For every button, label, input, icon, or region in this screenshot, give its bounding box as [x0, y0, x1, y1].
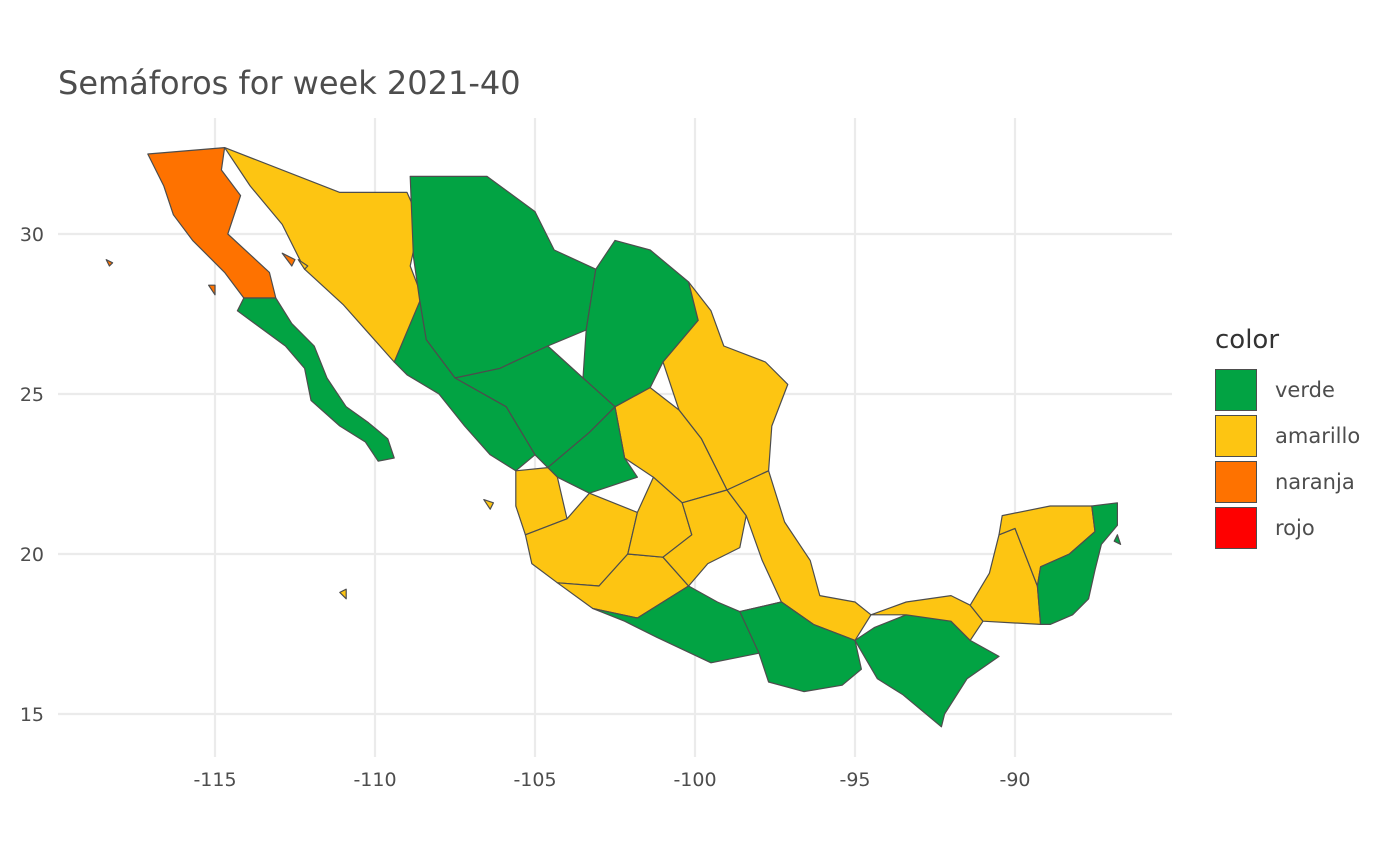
- state-region-verde: [236, 297, 395, 462]
- y-tick-label: 25: [20, 384, 44, 406]
- legend-item-verde: verde: [1215, 368, 1335, 412]
- legend-label-naranja: naranja: [1275, 470, 1355, 494]
- x-tick-label: -95: [839, 769, 870, 791]
- legend-label-verde: verde: [1275, 378, 1335, 402]
- x-tick-label: -105: [513, 769, 556, 791]
- x-tick-label: -115: [193, 769, 236, 791]
- state-region-verde: [854, 614, 1000, 728]
- y-tick-label: 15: [20, 704, 44, 726]
- legend-item-amarillo: amarillo: [1215, 414, 1360, 458]
- legend-item-rojo: rojo: [1215, 506, 1315, 550]
- state-region-amarillo: [224, 147, 427, 363]
- legend-label-rojo: rojo: [1275, 516, 1315, 540]
- map-title: Semáforos for week 2021-40: [58, 64, 521, 102]
- legend-key-amarillo: [1215, 415, 1257, 457]
- legend-item-naranja: naranja: [1215, 460, 1355, 504]
- state-region-verde: [547, 406, 639, 494]
- state-region-verde: [739, 601, 863, 693]
- x-tick-label: -90: [999, 769, 1030, 791]
- y-tick-label: 30: [20, 224, 44, 246]
- state-region-naranja: [281, 252, 296, 267]
- state-region-verde: [409, 175, 597, 379]
- state-region-amarillo: [297, 259, 309, 270]
- x-tick-label: -110: [353, 769, 396, 791]
- x-tick-label: -100: [673, 769, 716, 791]
- state-region-verde: [1113, 534, 1122, 546]
- state-region-verde: [1036, 502, 1119, 626]
- legend-title: color: [1215, 325, 1280, 355]
- legend-key-rojo: [1215, 507, 1257, 549]
- axis-tick-labels: -115 -110 -105 -100 -95 -90 15 20 25 30: [20, 224, 1031, 791]
- y-tick-label: 20: [20, 544, 44, 566]
- legend-label-amarillo: amarillo: [1275, 424, 1361, 448]
- state-region-amarillo: [339, 588, 347, 600]
- state-region-naranja: [208, 284, 216, 296]
- state-region-naranja: [105, 259, 114, 267]
- state-region-amarillo: [483, 499, 494, 510]
- legend-key-naranja: [1215, 461, 1257, 503]
- state-regions: [105, 147, 1122, 728]
- legend-key-verde: [1215, 369, 1257, 411]
- state-region-verde: [393, 300, 536, 472]
